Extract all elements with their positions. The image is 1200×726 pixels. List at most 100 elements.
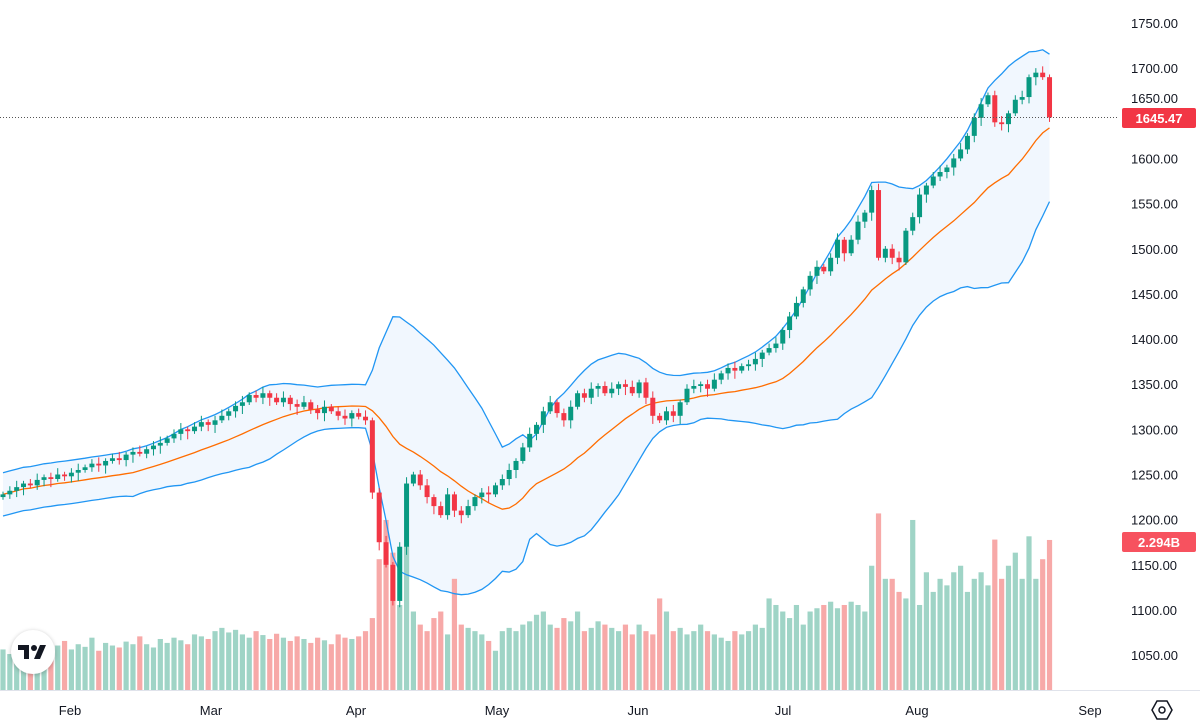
candle — [14, 480, 20, 498]
candle — [397, 542, 403, 608]
volume-bar — [431, 618, 437, 690]
candle — [34, 473, 40, 490]
candle — [937, 165, 943, 182]
candle-body — [465, 506, 471, 516]
volume-bar — [848, 601, 854, 690]
candle-body — [164, 438, 170, 443]
volume-bar — [622, 624, 629, 690]
candle — [534, 422, 540, 441]
time-axis[interactable]: Feb Mar Apr May Jun Jul Aug Sep — [59, 703, 1102, 718]
candle-body — [376, 492, 382, 543]
candle-body — [841, 239, 847, 254]
candle-body — [253, 395, 259, 398]
candle-body — [492, 485, 498, 495]
volume-bar — [752, 624, 758, 690]
tradingview-logo-icon — [18, 645, 46, 659]
volume-bar — [787, 618, 793, 690]
price-tick-label: 1550.00 — [1131, 197, 1178, 212]
candle-body — [1026, 77, 1032, 98]
volume-bar — [698, 624, 704, 690]
candle — [951, 153, 957, 176]
volume-bar — [855, 604, 861, 690]
candle — [192, 422, 198, 434]
volume-bar — [472, 631, 478, 690]
time-tick-label: Feb — [59, 703, 81, 718]
volume-bar — [513, 631, 519, 690]
candle-body — [287, 397, 293, 405]
volume-bar — [759, 627, 765, 690]
candle — [828, 253, 834, 276]
candle-body — [616, 384, 622, 389]
candle — [219, 409, 225, 424]
volume-bar — [937, 578, 943, 690]
candle — [239, 395, 245, 414]
upper-band-line — [2, 49, 1050, 474]
candle-body — [424, 485, 430, 498]
volume-bar — [403, 546, 410, 690]
volume-bar — [869, 565, 875, 690]
volume-bar — [834, 608, 841, 690]
volume-bar — [499, 631, 505, 690]
volume-bar — [718, 637, 724, 690]
candle-body — [896, 257, 902, 263]
volume-bar — [506, 627, 512, 690]
candle — [677, 399, 683, 424]
candle — [335, 406, 341, 421]
candle — [643, 377, 649, 405]
volume-bar — [328, 644, 334, 690]
volume-bar — [61, 640, 68, 690]
candle-body — [746, 364, 752, 367]
candle — [48, 472, 54, 488]
candle — [944, 164, 950, 179]
candle — [1040, 66, 1046, 80]
volume-bar — [992, 539, 998, 690]
candle — [178, 423, 184, 441]
volume-bar — [0, 649, 6, 690]
candle-body — [301, 402, 307, 407]
tradingview-logo[interactable] — [11, 630, 55, 674]
candle-body — [698, 384, 704, 387]
volume-bar — [903, 598, 909, 690]
volume-bar — [369, 618, 375, 690]
candle-body — [212, 420, 218, 425]
candle — [499, 474, 505, 490]
candle-body — [643, 382, 649, 398]
volume-bar — [910, 519, 916, 690]
bollinger-lines — [2, 49, 1051, 596]
candle-body — [739, 366, 745, 371]
candle-body — [219, 415, 225, 421]
bollinger-fill — [3, 49, 1050, 595]
candle-body — [226, 411, 232, 416]
candle — [301, 395, 307, 410]
candle-body — [930, 176, 936, 186]
price-tick-label: 1750.00 — [1131, 16, 1178, 31]
candle-body — [759, 352, 765, 359]
volume-bar — [677, 627, 683, 690]
last-price-label: 1645.47 — [1122, 108, 1196, 128]
volume-bar — [704, 631, 711, 690]
volume-bar — [178, 640, 184, 690]
price-axis[interactable]: 1750.00 1700.00 1650.00 1600.00 1550.00 1500.… — [1131, 16, 1178, 663]
candle — [978, 97, 984, 126]
candle-body — [239, 402, 245, 406]
candle-body — [41, 477, 47, 480]
volume-bar — [150, 647, 157, 690]
candle — [376, 488, 382, 551]
candle-body — [342, 415, 348, 419]
volume-bar — [533, 614, 540, 690]
volume-bar — [55, 645, 61, 690]
volume-bar — [479, 634, 485, 690]
volume-bar — [616, 631, 622, 690]
candle — [718, 370, 724, 385]
volume-bar — [882, 578, 888, 690]
candle — [739, 363, 745, 374]
volume-bar — [75, 644, 81, 690]
candle-body — [793, 302, 799, 317]
volume-bar — [89, 637, 95, 690]
candle-body — [260, 393, 266, 398]
candle-body — [773, 343, 779, 349]
candle-body — [335, 411, 341, 416]
chart-settings-icon[interactable] — [1150, 699, 1174, 721]
candle-body — [711, 379, 717, 389]
